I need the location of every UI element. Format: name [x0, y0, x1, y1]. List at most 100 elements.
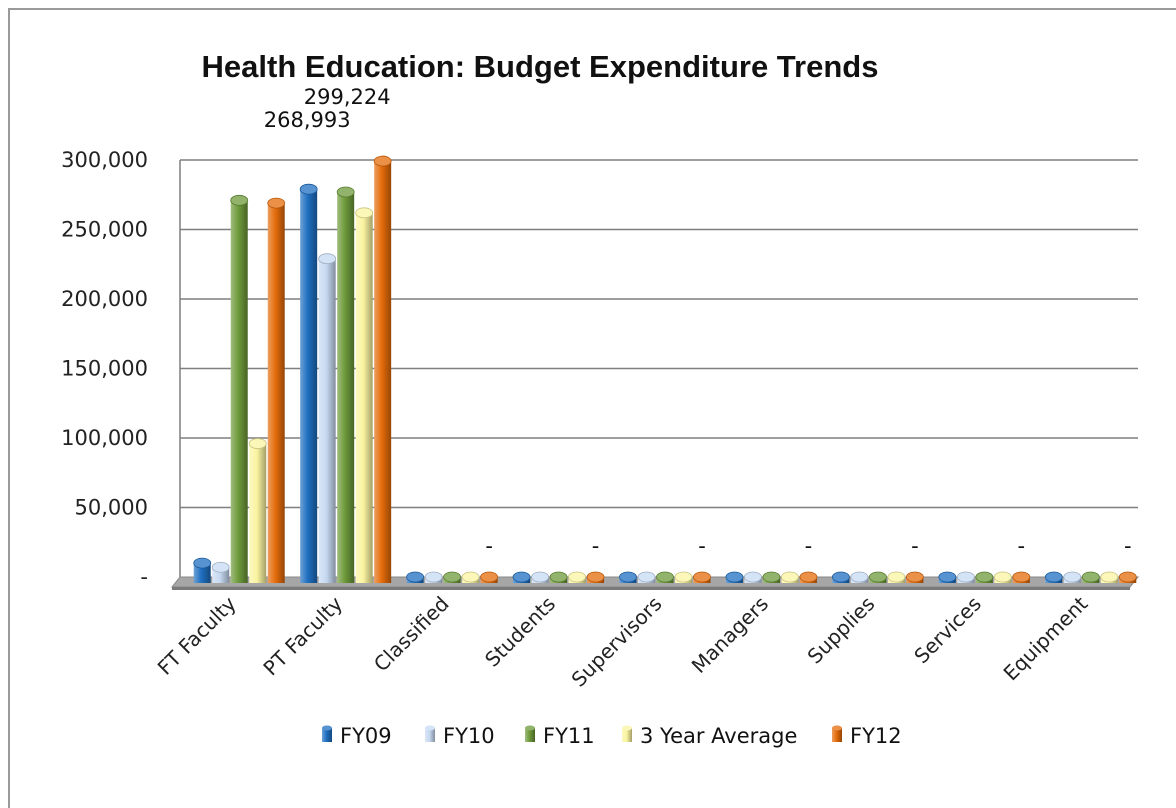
bar — [549, 571, 568, 583]
bar — [531, 571, 549, 583]
bar — [1100, 571, 1119, 583]
bar — [1081, 571, 1100, 583]
bar-cap — [674, 571, 693, 583]
bar-cap — [725, 571, 744, 583]
bar — [461, 571, 480, 583]
bar-cap — [1044, 571, 1063, 583]
bar-cap — [1081, 571, 1100, 583]
bar-cap — [531, 571, 549, 583]
data-label: - — [485, 534, 493, 558]
bar — [1012, 571, 1031, 583]
bar — [656, 571, 674, 583]
bar — [781, 571, 799, 583]
y-tick-label: 50,000 — [75, 496, 148, 520]
bar-cap — [831, 571, 850, 583]
bar-cap — [1118, 571, 1137, 583]
bar-cap — [993, 571, 1012, 583]
bar-cap — [512, 571, 531, 583]
bar-body — [337, 191, 355, 583]
bars — [193, 155, 1137, 583]
legend-label: FY12 — [850, 724, 902, 748]
bar — [248, 438, 267, 583]
legend-swatch-cap — [832, 725, 842, 731]
data-label: 268,993 — [264, 108, 351, 132]
bar-cap — [480, 571, 499, 583]
bar — [1044, 571, 1063, 583]
x-tick-label: Equipment — [999, 591, 1093, 685]
legend-label: FY11 — [543, 724, 595, 748]
bar-cap — [905, 571, 924, 583]
legend-swatch-cap — [425, 725, 435, 731]
bar-cap — [1012, 571, 1031, 583]
bar — [355, 207, 374, 583]
bar-cap — [781, 571, 799, 583]
legend-swatch — [525, 728, 535, 742]
bar-cap — [619, 571, 637, 583]
bar-cap — [868, 571, 887, 583]
bar-cap — [938, 571, 957, 583]
x-tick-label: Managers — [687, 592, 773, 678]
y-tick-label: 300,000 — [61, 148, 148, 172]
bar — [831, 571, 850, 583]
bar-cap — [424, 571, 443, 583]
bar — [693, 571, 711, 583]
bar — [568, 571, 586, 583]
bar — [336, 186, 355, 583]
legend-swatch — [622, 728, 632, 742]
bar-body — [318, 258, 336, 583]
chart-title: Health Education: Budget Expenditure Tre… — [202, 49, 879, 84]
data-label: - — [1018, 534, 1026, 558]
bar-cap — [693, 571, 711, 583]
bar-cap — [299, 183, 318, 195]
bar — [993, 571, 1012, 583]
bar — [637, 571, 656, 583]
bar — [512, 571, 531, 583]
grid-lines — [179, 159, 1138, 577]
bar-cap — [887, 571, 906, 583]
bar-cap — [850, 571, 869, 583]
y-tick-label: 150,000 — [61, 357, 148, 381]
bar — [938, 571, 957, 583]
legend-item: FY11 — [525, 724, 595, 748]
bar-cap — [549, 571, 568, 583]
legend-label: FY10 — [443, 724, 495, 748]
bar-cap — [318, 253, 337, 265]
bar — [211, 561, 230, 583]
legend-item: FY10 — [425, 724, 495, 748]
x-axis-ticks: FT Faculty PT Faculty Classified Students Su… — [153, 591, 1093, 691]
bar-cap — [443, 571, 462, 583]
bar-cap — [1100, 571, 1119, 583]
bar — [868, 571, 887, 583]
bar-cap — [799, 571, 818, 583]
legend-label: 3 Year Average — [640, 724, 797, 748]
bar — [480, 571, 499, 583]
bar — [1063, 571, 1082, 583]
bar-body — [193, 563, 211, 583]
bar-cap — [211, 561, 230, 573]
bar — [725, 571, 744, 583]
bar-body — [267, 203, 285, 583]
bar-cap — [568, 571, 586, 583]
bar — [443, 571, 462, 583]
bar — [267, 197, 286, 583]
bar — [318, 253, 337, 583]
bar — [887, 571, 906, 583]
legend-swatch — [832, 728, 842, 742]
bar — [373, 155, 392, 583]
bar-cap — [336, 186, 355, 198]
legend-swatch-cap — [622, 725, 632, 731]
bar — [193, 557, 212, 583]
bar — [299, 183, 318, 583]
chart-frame — [8, 8, 1176, 808]
bar-cap — [956, 571, 975, 583]
bar — [424, 571, 443, 583]
bar-cap — [744, 571, 762, 583]
y-tick-label: 200,000 — [61, 287, 148, 311]
legend: FY09 FY10 FY11 3 Year Average FY12 — [322, 724, 902, 748]
data-label: - — [592, 534, 600, 558]
bar-cap — [975, 571, 994, 583]
bar-cap — [193, 557, 212, 569]
y-tick-label: - — [140, 565, 148, 589]
y-tick-label: 100,000 — [61, 426, 148, 450]
